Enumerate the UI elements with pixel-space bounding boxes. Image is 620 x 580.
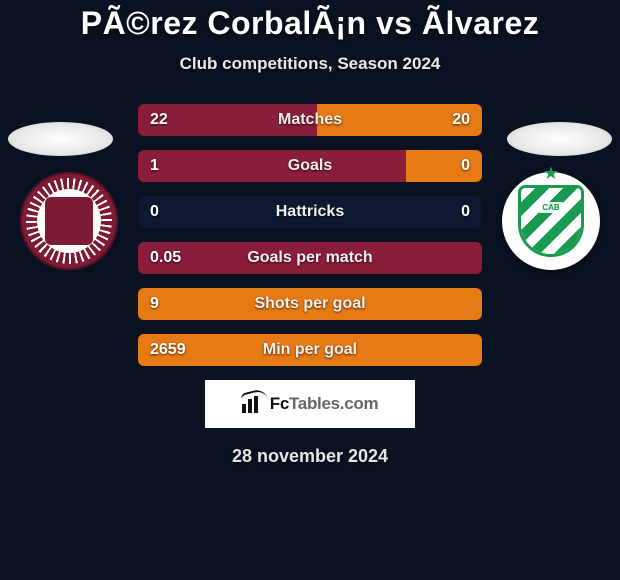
stat-row: 2659Min per goal: [138, 334, 482, 366]
flag-right-icon: [507, 122, 612, 156]
fctables-attribution: FcTables.com: [205, 380, 415, 428]
stat-value-right: 0: [379, 203, 482, 221]
stat-value-left: 9: [138, 295, 241, 313]
stat-value-right: 0: [379, 157, 482, 175]
lanus-badge-icon: [20, 172, 118, 270]
stat-label: Matches: [241, 111, 379, 129]
stat-value-right: 20: [379, 111, 482, 129]
date-text: 28 november 2024: [0, 446, 620, 467]
stat-value-left: 22: [138, 111, 241, 129]
stat-label: Hattricks: [241, 203, 379, 221]
page-subtitle: Club competitions, Season 2024: [0, 54, 620, 74]
banfield-badge-icon: ★ CAB: [502, 172, 600, 270]
flag-left-icon: [8, 122, 113, 156]
stat-value-left: 2659: [138, 341, 241, 359]
fc-tld: .com: [340, 394, 378, 413]
fc-suffix: Tables: [289, 394, 340, 413]
club-logo-left: [20, 172, 118, 270]
stat-value-left: 0.05: [138, 249, 241, 267]
banfield-text: CAB: [538, 202, 563, 213]
club-logo-right: ★ CAB: [502, 172, 600, 270]
stat-label: Goals per match: [241, 249, 379, 267]
stat-label: Min per goal: [241, 341, 379, 359]
star-icon: ★: [543, 163, 559, 184]
stats-table: 22Matches201Goals00Hattricks00.05Goals p…: [138, 104, 482, 366]
bar-chart-icon: [242, 395, 264, 413]
stat-row: 22Matches20: [138, 104, 482, 136]
stat-label: Goals: [241, 157, 379, 175]
stat-value-left: 1: [138, 157, 241, 175]
fc-prefix: Fc: [270, 394, 289, 413]
stat-row: 9Shots per goal: [138, 288, 482, 320]
stat-row: 0Hattricks0: [138, 196, 482, 228]
page-title: PÃ©rez CorbalÃ¡n vs Ãlvarez: [0, 5, 620, 42]
fctables-text: FcTables.com: [270, 394, 379, 414]
stat-value-left: 0: [138, 203, 241, 221]
stat-row: 0.05Goals per match: [138, 242, 482, 274]
infographic-container: PÃ©rez CorbalÃ¡n vs Ãlvarez Club competi…: [0, 0, 620, 580]
stat-row: 1Goals0: [138, 150, 482, 182]
stat-label: Shots per goal: [241, 295, 379, 313]
